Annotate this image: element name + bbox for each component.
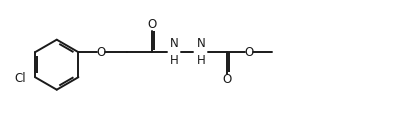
Text: O: O [222, 73, 231, 86]
Text: N: N [197, 37, 205, 51]
Text: O: O [147, 18, 156, 31]
Text: O: O [244, 46, 254, 59]
Text: Cl: Cl [14, 72, 25, 85]
Text: N: N [170, 37, 178, 51]
Text: O: O [96, 46, 105, 59]
Text: H: H [170, 54, 178, 67]
Text: H: H [197, 54, 205, 67]
